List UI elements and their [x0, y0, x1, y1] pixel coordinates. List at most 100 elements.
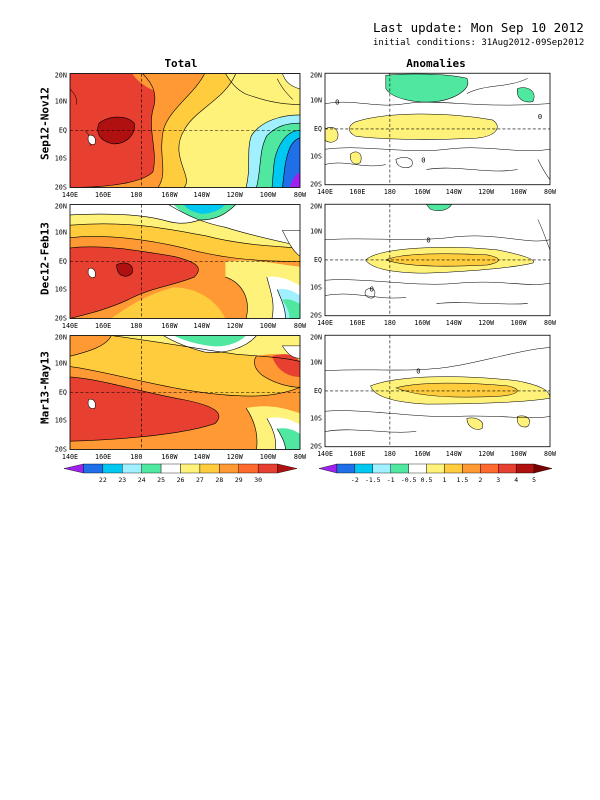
anomaly-colorbar-label: -2	[351, 476, 359, 484]
x-tick: 100W	[511, 319, 527, 327]
y-tick: 20S	[55, 315, 67, 323]
total-map-panel-2: 140E 160E 180 160W 140W 120W 100W 80W 20…	[55, 203, 307, 330]
x-tick: 140W	[446, 319, 462, 327]
anomaly-colorbar-label: -1.5	[365, 476, 381, 484]
anomaly-map-panel-3: 0 140E 160E 180 160W 140W 120W 100W 80W …	[310, 333, 556, 458]
total-colorbar-label: 24	[138, 476, 146, 484]
total-colorbar-label: 30	[254, 476, 262, 484]
anomaly-colorbar-swatch	[462, 463, 481, 474]
initial-conditions-text: initial conditions: 31Aug2012-09Sep2012	[373, 38, 585, 48]
x-tick: 140W	[446, 188, 462, 196]
anomaly-colorbar-swatch	[533, 463, 553, 474]
y-tick: EQ	[314, 387, 322, 395]
x-tick: 100W	[260, 191, 277, 199]
total-colorbar-swatch	[257, 463, 278, 474]
y-tick: 20N	[55, 334, 67, 342]
x-tick: 140E	[62, 453, 78, 461]
anomaly-colorbar-label: -0.5	[401, 476, 417, 484]
x-tick: 160W	[161, 191, 178, 199]
y-tick: 10S	[55, 417, 67, 425]
anomalies-column-title: Anomalies	[406, 57, 466, 70]
contour-label: 0	[426, 236, 430, 245]
x-tick: 180	[384, 450, 396, 458]
anomaly-colorbar-label: 3	[496, 476, 500, 484]
x-tick: 140W	[446, 450, 462, 458]
x-tick: 160E	[95, 322, 111, 330]
total-colorbar-label: 29	[235, 476, 243, 484]
x-tick: 120W	[227, 322, 244, 330]
y-tick: 10N	[310, 228, 322, 236]
x-tick: 100W	[511, 450, 527, 458]
total-colorbar-swatch	[238, 463, 259, 474]
x-tick: 160E	[350, 188, 366, 196]
total-colorbar-swatch	[141, 463, 162, 474]
x-tick: 140W	[193, 322, 210, 330]
y-tick: 20S	[310, 443, 322, 451]
y-tick: 20N	[55, 72, 67, 80]
total-colorbar-label: 26	[177, 476, 185, 484]
anomaly-colorbar-swatch	[372, 463, 391, 474]
total-colorbar-swatch	[122, 463, 142, 474]
y-tick: 20S	[55, 184, 67, 192]
x-tick: 120W	[227, 453, 244, 461]
y-tick: 10N	[310, 97, 322, 105]
total-colorbar: 22 23 24 25 26 27 28 29 30	[58, 462, 303, 490]
x-tick: 180	[130, 453, 142, 461]
x-tick: 140E	[317, 188, 333, 196]
anomaly-map-panel-1: 0 0 0 140E 160E 180 160W 140W 120W 100W …	[310, 71, 556, 196]
y-tick: 20N	[310, 71, 322, 79]
x-tick: 80W	[544, 319, 556, 327]
x-tick: 140E	[62, 322, 78, 330]
anomaly-colorbar-label: 1.5	[457, 476, 469, 484]
y-tick: 10N	[55, 98, 67, 106]
x-tick: 100W	[260, 322, 277, 330]
y-tick: 10N	[55, 360, 67, 368]
row-label-mar-may: Mar13-May13	[38, 351, 52, 424]
y-tick: 10S	[310, 283, 322, 291]
anomaly-colorbar-swatch	[426, 463, 445, 474]
x-tick: 80W	[294, 453, 307, 461]
y-tick: 10N	[310, 359, 322, 367]
x-tick: 160W	[414, 188, 430, 196]
x-tick: 160W	[161, 453, 178, 461]
anomaly-colorbar-label: -1	[387, 476, 395, 484]
total-map-panel-1: 140E 160E 180 160W 140W 120W 100W 80W 20…	[55, 72, 307, 199]
y-tick: 20S	[310, 312, 322, 320]
total-colorbar-swatch	[277, 463, 298, 474]
anomaly-map-panel-2: 0 0 140E 160E 180 160W 140W 120W 100W 80…	[310, 202, 556, 327]
y-tick: 10N	[55, 229, 67, 237]
x-tick: 160E	[350, 450, 366, 458]
x-tick: 180	[130, 191, 142, 199]
x-tick: 100W	[260, 453, 277, 461]
y-tick: EQ	[314, 256, 322, 264]
contour-label: 0	[421, 155, 425, 164]
anomaly-colorbar-swatch	[515, 463, 535, 474]
anomaly-colorbar-swatch	[354, 463, 373, 474]
total-colorbar-label: 22	[99, 476, 107, 484]
contour-label: 0	[370, 284, 374, 293]
x-tick: 100W	[511, 188, 527, 196]
last-update-text: Last update: Mon Sep 10 2012	[373, 20, 584, 35]
x-tick: 140W	[193, 453, 210, 461]
contour-label: 0	[335, 98, 339, 107]
row-label-dec-feb: Dec12-Feb13	[38, 222, 52, 295]
x-tick: 140E	[317, 319, 333, 327]
x-tick: 140E	[62, 191, 78, 199]
y-tick: 10S	[55, 286, 67, 294]
total-colorbar-swatch	[63, 463, 84, 474]
anomaly-colorbar-swatch	[444, 463, 463, 474]
contour-label: 0	[538, 112, 542, 121]
y-tick: 20N	[55, 203, 67, 211]
total-colorbar-swatch	[219, 463, 239, 474]
y-tick: EQ	[59, 127, 67, 135]
x-tick: 160W	[414, 450, 430, 458]
x-tick: 80W	[544, 450, 556, 458]
y-tick: 10S	[55, 155, 67, 163]
x-tick: 160W	[161, 322, 178, 330]
x-tick: 160E	[95, 453, 111, 461]
x-tick: 180	[384, 188, 396, 196]
y-tick: EQ	[59, 258, 67, 266]
y-tick: EQ	[314, 125, 322, 133]
total-colorbar-swatch	[199, 463, 220, 474]
total-colorbar-swatch	[160, 463, 181, 474]
